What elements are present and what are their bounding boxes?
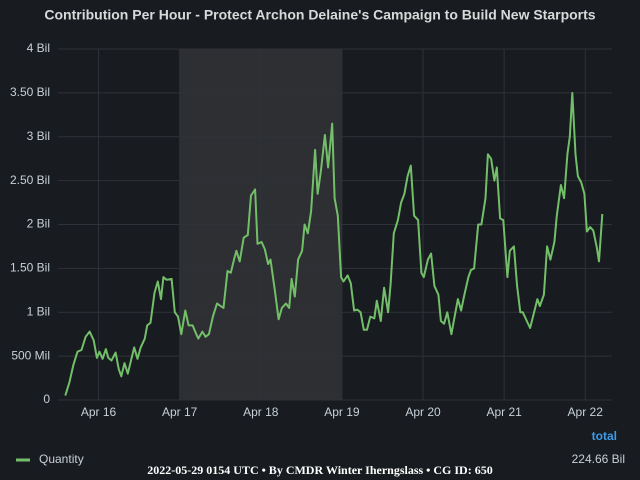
- y-tick-label: 3 Bil: [27, 129, 50, 143]
- y-tick-label: 2 Bil: [27, 217, 50, 231]
- legend-total: 224.66 Bil: [572, 452, 625, 466]
- y-tick-label: 2.50 Bil: [10, 173, 50, 187]
- x-tick-label: Apr 22: [568, 405, 604, 419]
- x-tick-label: Apr 17: [162, 405, 198, 419]
- y-tick-label: 4 Bil: [27, 41, 50, 55]
- y-tick-label: 1.50 Bil: [10, 261, 50, 275]
- x-tick-label: Apr 20: [405, 405, 441, 419]
- y-tick-label: 1 Bil: [27, 304, 50, 318]
- x-tick-label: Apr 19: [324, 405, 360, 419]
- x-tick-label: Apr 16: [81, 405, 117, 419]
- x-tick-label: Apr 21: [486, 405, 522, 419]
- footer: 2022-05-29 0154 UTC • By CMDR Winter Ihe…: [147, 463, 492, 477]
- y-tick-label: 0: [43, 392, 50, 406]
- legend-header: total: [592, 429, 617, 443]
- y-tick-label: 3.50 Bil: [10, 85, 50, 99]
- series-line: [64, 91, 604, 396]
- y-tick-label: 500 Mil: [11, 348, 50, 362]
- x-tick-label: Apr 18: [243, 405, 279, 419]
- chart-title: Contribution Per Hour - Protect Archon D…: [44, 7, 595, 23]
- legend-label: Quantity: [39, 452, 84, 466]
